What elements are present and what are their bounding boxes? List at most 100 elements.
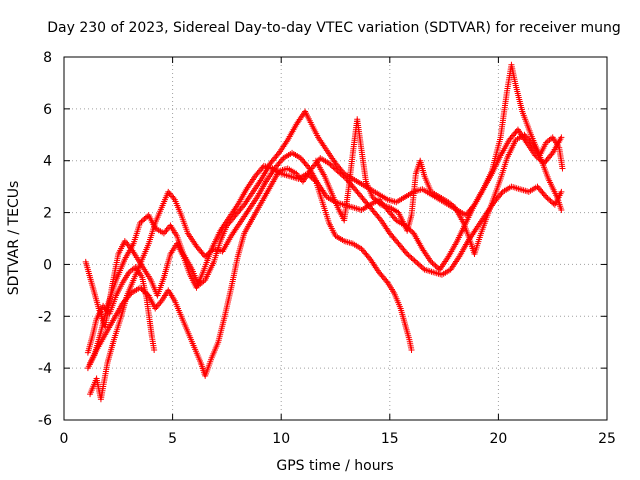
data-point [370, 195, 377, 202]
grid [64, 57, 607, 420]
data-point [541, 192, 548, 199]
data-point [558, 206, 565, 213]
data-point [337, 170, 344, 177]
data-point [274, 151, 281, 158]
data-point [366, 254, 373, 261]
data-point [405, 252, 412, 259]
data-point [411, 257, 418, 264]
y-tick-label: 4 [43, 154, 52, 170]
data-point [433, 264, 440, 271]
data-point [240, 203, 247, 210]
data-point [304, 170, 311, 177]
data-point [340, 173, 347, 180]
y-tick-label: -4 [38, 361, 52, 377]
data-point [558, 188, 565, 195]
data-point [543, 194, 550, 201]
series-track-e [312, 116, 566, 258]
y-tick-label: 2 [43, 206, 52, 222]
chart-title: Day 230 of 2023, Sidereal Day-to-day VTE… [47, 20, 621, 36]
data-point [558, 134, 565, 141]
data-point [369, 194, 376, 201]
y-tick-label: -6 [38, 413, 52, 429]
data-point [334, 168, 341, 175]
data-point [151, 346, 158, 353]
data-point [428, 258, 435, 265]
data-point [139, 217, 146, 224]
data-point [544, 195, 551, 202]
data-point [392, 215, 399, 222]
data-point [548, 199, 555, 206]
data-point [408, 254, 415, 261]
data-point [420, 265, 427, 272]
data-point [376, 200, 383, 207]
data-point [308, 174, 315, 181]
data-point [331, 165, 338, 172]
x-tick-label: 10 [272, 431, 290, 447]
data-point [415, 261, 422, 268]
data-point [310, 175, 317, 182]
data-point [548, 151, 555, 158]
data-point [311, 177, 318, 184]
x-tick-label: 0 [60, 431, 69, 447]
data-point [142, 214, 149, 221]
data-point [305, 164, 312, 171]
data-point [138, 286, 145, 293]
data-point [328, 162, 335, 169]
data-point [325, 160, 332, 167]
ticks: 0 5 10 15 20 25 -6 -4 -2 0 2 4 6 8 [38, 50, 616, 447]
x-tick-label: 20 [489, 431, 507, 447]
data-point [430, 261, 437, 268]
data-point [373, 197, 380, 204]
data-point [409, 256, 416, 263]
data-point [412, 258, 419, 265]
data-point [546, 196, 553, 203]
data-point [402, 249, 409, 256]
data-point [414, 260, 421, 267]
data-point [528, 140, 535, 147]
data-point [533, 153, 540, 160]
data-point [376, 215, 383, 222]
y-axis-label: SDTVAR / TECUs [6, 181, 22, 296]
data-point [432, 262, 439, 269]
plot-frame [63, 56, 608, 421]
data-point [307, 173, 314, 180]
data-point [559, 165, 566, 172]
data-point [333, 166, 340, 173]
y-tick-label: 8 [43, 50, 52, 66]
data-point [375, 199, 382, 206]
data-point [279, 156, 286, 163]
data-point [409, 229, 416, 236]
data-point [336, 169, 343, 176]
data-layer [82, 61, 566, 403]
y-tick-label: 0 [43, 257, 52, 273]
data-point [330, 164, 337, 171]
data-point [305, 171, 312, 178]
data-point [408, 346, 415, 353]
data-point [327, 161, 334, 168]
data-point [137, 219, 144, 226]
data-point [141, 216, 148, 223]
data-point [429, 260, 436, 267]
series-track-c [87, 61, 565, 403]
x-axis-label: GPS time / hours [276, 458, 393, 474]
x-tick-label: 5 [168, 431, 177, 447]
y-tick-label: -2 [38, 309, 52, 325]
data-point [547, 197, 554, 204]
data-point [372, 196, 379, 203]
data-point [383, 278, 390, 285]
x-tick-label: 15 [381, 431, 399, 447]
data-point [339, 171, 346, 178]
data-point [418, 264, 425, 271]
series-track-f [84, 264, 158, 356]
y-tick-label: 6 [43, 102, 52, 118]
data-point [417, 262, 424, 269]
series-track-d [82, 162, 415, 353]
data-point [407, 253, 414, 260]
data-point [138, 218, 145, 225]
data-point [404, 251, 411, 258]
x-tick-label: 25 [598, 431, 616, 447]
data-point [498, 190, 505, 197]
data-point [341, 174, 348, 181]
